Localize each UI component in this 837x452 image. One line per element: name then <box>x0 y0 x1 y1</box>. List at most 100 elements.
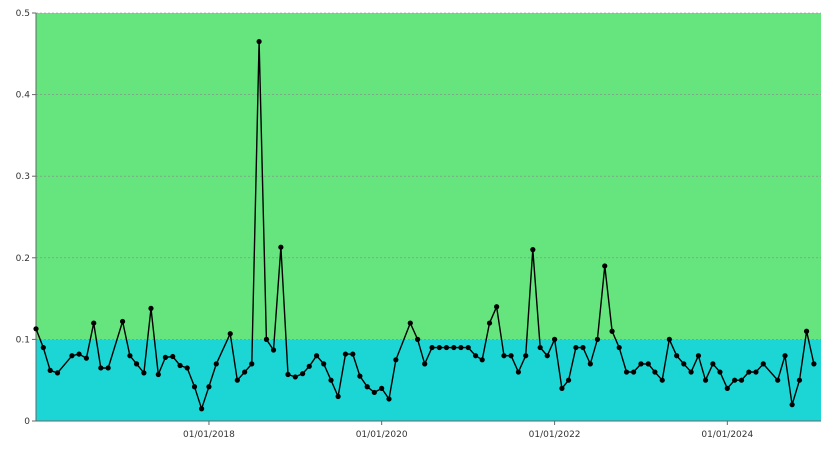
data-point[interactable] <box>54 370 61 376</box>
data-point[interactable] <box>465 344 471 351</box>
data-point[interactable] <box>688 369 694 375</box>
data-point[interactable] <box>559 385 565 391</box>
data-point[interactable] <box>313 353 320 359</box>
data-point[interactable] <box>746 369 752 375</box>
data-point[interactable] <box>501 353 507 359</box>
data-point[interactable] <box>436 344 442 351</box>
data-point[interactable] <box>127 353 133 359</box>
data-point[interactable] <box>451 344 457 351</box>
data-point[interactable] <box>565 377 572 383</box>
data-point[interactable] <box>479 357 485 363</box>
data-point[interactable] <box>256 38 262 45</box>
data-point[interactable] <box>681 361 687 367</box>
data-point[interactable] <box>702 377 709 383</box>
data-point[interactable] <box>292 374 298 380</box>
data-point[interactable] <box>47 367 53 374</box>
data-point[interactable] <box>710 361 716 367</box>
data-point[interactable] <box>429 344 435 351</box>
data-point[interactable] <box>494 304 500 310</box>
data-point[interactable] <box>162 354 169 360</box>
data-point[interactable] <box>775 377 781 383</box>
data-point[interactable] <box>573 344 579 351</box>
data-point[interactable] <box>141 370 147 376</box>
data-point[interactable] <box>760 361 766 367</box>
data-point[interactable] <box>242 369 248 375</box>
data-point[interactable] <box>342 351 349 357</box>
data-point[interactable] <box>587 361 593 367</box>
data-point[interactable] <box>285 371 291 378</box>
data-point[interactable] <box>227 331 233 337</box>
data-point[interactable] <box>98 365 104 371</box>
data-point[interactable] <box>796 377 803 383</box>
data-point[interactable] <box>371 389 377 396</box>
data-point[interactable] <box>623 369 630 375</box>
data-point[interactable] <box>379 385 385 391</box>
data-point[interactable] <box>184 365 190 371</box>
data-point[interactable] <box>393 357 399 363</box>
data-point[interactable] <box>443 344 450 351</box>
data-point[interactable] <box>508 353 514 359</box>
data-point[interactable] <box>83 355 89 361</box>
data-point[interactable] <box>674 353 680 359</box>
data-point[interactable] <box>364 384 370 390</box>
data-point[interactable] <box>811 361 817 367</box>
data-point[interactable] <box>191 384 198 390</box>
data-point[interactable] <box>249 361 255 367</box>
data-point[interactable] <box>306 363 312 369</box>
data-point[interactable] <box>321 361 327 367</box>
data-point[interactable] <box>213 361 219 367</box>
data-point[interactable] <box>415 336 421 342</box>
data-point[interactable] <box>753 369 759 375</box>
data-point[interactable] <box>472 353 479 359</box>
data-point[interactable] <box>91 320 97 326</box>
data-point[interactable] <box>803 328 810 334</box>
data-point[interactable] <box>386 396 392 402</box>
data-point[interactable] <box>717 369 723 375</box>
data-point[interactable] <box>638 361 644 367</box>
data-point[interactable] <box>350 351 356 357</box>
data-point[interactable] <box>523 353 529 359</box>
data-point[interactable] <box>206 384 212 390</box>
data-point[interactable] <box>234 377 240 383</box>
data-point[interactable] <box>357 373 363 379</box>
data-point[interactable] <box>177 362 183 369</box>
data-point[interactable] <box>105 365 111 371</box>
data-point[interactable] <box>631 369 637 375</box>
data-point[interactable] <box>789 402 795 408</box>
data-point[interactable] <box>69 353 75 359</box>
data-point[interactable] <box>263 336 270 342</box>
data-point[interactable] <box>602 263 608 269</box>
data-point[interactable] <box>148 305 154 311</box>
data-point[interactable] <box>199 406 205 412</box>
data-point[interactable] <box>155 371 161 378</box>
data-point[interactable] <box>552 336 558 342</box>
data-point[interactable] <box>515 369 522 375</box>
data-point[interactable] <box>33 326 39 332</box>
data-point[interactable] <box>738 377 745 383</box>
data-point[interactable] <box>458 344 464 351</box>
data-point[interactable] <box>659 377 665 383</box>
data-point[interactable] <box>76 351 82 357</box>
data-point[interactable] <box>652 369 658 375</box>
data-point[interactable] <box>486 320 493 326</box>
data-point[interactable] <box>133 361 140 367</box>
data-point[interactable] <box>782 353 788 359</box>
data-point[interactable] <box>335 393 341 400</box>
data-point[interactable] <box>422 361 428 367</box>
data-point[interactable] <box>645 361 651 367</box>
data-point[interactable] <box>40 344 46 351</box>
data-point[interactable] <box>609 328 615 334</box>
data-point[interactable] <box>732 377 738 383</box>
data-point[interactable] <box>544 353 550 359</box>
data-point[interactable] <box>594 336 601 342</box>
data-point[interactable] <box>724 385 730 391</box>
data-point[interactable] <box>666 336 672 342</box>
data-point[interactable] <box>300 371 306 377</box>
data-point[interactable] <box>695 353 702 359</box>
data-point[interactable] <box>278 244 284 250</box>
data-point[interactable] <box>530 247 536 253</box>
data-point[interactable] <box>328 377 334 383</box>
data-point[interactable] <box>616 344 622 351</box>
data-point[interactable] <box>407 320 413 326</box>
data-point[interactable] <box>270 347 277 353</box>
